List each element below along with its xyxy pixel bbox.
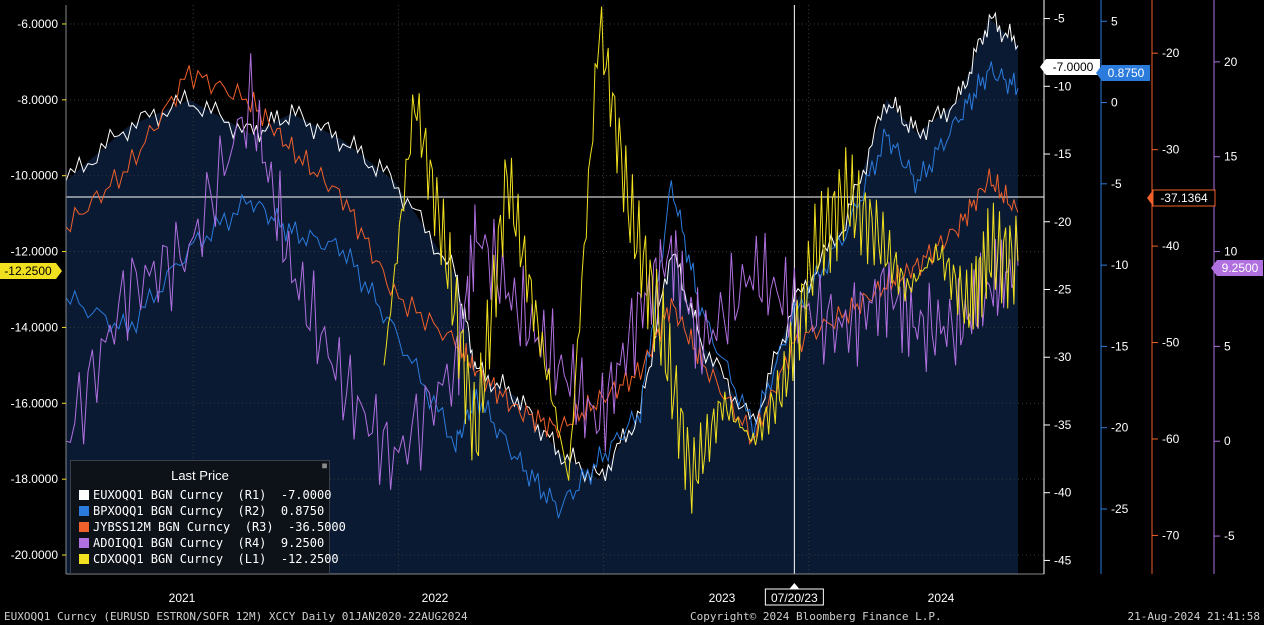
x-year-label: 2021 <box>169 591 196 605</box>
x-year-label: 2024 <box>928 591 955 605</box>
last-value-tag-label: -12.2500 <box>4 264 52 278</box>
last-value-tag-label: 9.2500 <box>1222 261 1259 275</box>
tick-label-r2: 0 <box>1111 96 1118 110</box>
tick-label-r2: -20 <box>1111 421 1129 435</box>
left-tick-label: -10.0000 <box>11 169 59 183</box>
legend-row[interactable]: JYBSS12M BGN Curncy (R3) -36.5000 <box>71 519 346 535</box>
left-tick-label: -14.0000 <box>11 320 59 334</box>
x-year-label: 2023 <box>709 591 736 605</box>
left-tick-label: -12.0000 <box>11 245 59 259</box>
tick-label-r1: -10 <box>1054 79 1072 93</box>
last-value-tag-label: 0.8750 <box>1108 66 1145 80</box>
tick-label-r1: -35 <box>1054 418 1072 432</box>
tick-label-r1: -25 <box>1054 283 1072 297</box>
tick-label-r1: -45 <box>1054 553 1072 567</box>
legend-label: JYBSS12M BGN Curncy (R3) -36.5000 <box>93 520 346 534</box>
legend-close-icon[interactable]: ■ <box>322 461 327 470</box>
footer-timestamp: 21-Aug-2024 21:41:58 <box>1127 610 1260 623</box>
crosshair-arrow-icon <box>789 583 800 589</box>
last-value-tag-arrow-icon <box>56 263 62 279</box>
tick-label-r3: -40 <box>1162 239 1180 253</box>
last-value-tag <box>1046 59 1100 75</box>
legend-label: EUXOQQ1 BGN Curncy (R1) -7.0000 <box>93 488 332 502</box>
legend[interactable]: ■ Last Price EUXOQQ1 BGN Curncy (R1) -7.… <box>70 460 346 574</box>
tick-label-r4: 5 <box>1224 339 1231 353</box>
left-tick-label: -18.0000 <box>11 472 59 486</box>
left-tick-label: -20.0000 <box>11 548 59 562</box>
last-value-tag-arrow-icon <box>1040 59 1046 75</box>
grid-lines <box>66 5 1044 574</box>
tick-label-r1: -30 <box>1054 350 1072 364</box>
tick-label-r1: -5 <box>1054 12 1065 26</box>
tick-label-r3: -70 <box>1162 528 1180 542</box>
legend-title: Last Price <box>171 468 229 483</box>
tick-label-r4: 10 <box>1224 245 1238 259</box>
tick-label-r3: -60 <box>1162 432 1180 446</box>
last-value-tag <box>1217 260 1263 276</box>
legend-label: BPXOQQ1 BGN Curncy (R2) 0.8750 <box>93 504 325 518</box>
tick-label-r2: -5 <box>1111 177 1122 191</box>
footer-copyright: Copyright© 2024 Bloomberg Finance L.P. <box>690 610 942 623</box>
legend-swatch <box>79 506 89 516</box>
tick-label-r4: 15 <box>1224 150 1238 164</box>
legend-swatch <box>79 538 89 548</box>
legend-row[interactable]: CDXOQQ1 BGN Curncy (L1) -12.2500 <box>71 551 339 567</box>
legend-swatch <box>79 522 89 532</box>
last-value-tag-arrow-icon <box>1096 65 1102 81</box>
tick-label-r4: -5 <box>1224 529 1235 543</box>
tick-label-r4: 20 <box>1224 55 1238 69</box>
left-tick-label: -16.0000 <box>11 396 59 410</box>
series-lines <box>65 6 1019 519</box>
tick-label-r1: -15 <box>1054 147 1072 161</box>
legend-label: ADOIQQ1 BGN Curncy (R4) 9.2500 <box>93 536 325 550</box>
last-value-tag-arrow-icon <box>1147 190 1153 206</box>
last-value-tag-arrow-icon <box>1211 260 1217 276</box>
x-year-label: 2022 <box>422 591 449 605</box>
last-value-tag <box>0 263 56 279</box>
legend-row[interactable]: ADOIQQ1 BGN Curncy (R4) 9.2500 <box>71 535 329 551</box>
legend-label: CDXOQQ1 BGN Curncy (L1) -12.2500 <box>93 552 339 566</box>
legend-swatch <box>79 490 89 500</box>
series-line-adoiqq1 <box>65 53 1019 490</box>
footer-description: EUXOQQ1 Curncy (EURUSD ESTRON/SOFR 12M) … <box>4 610 468 623</box>
tick-label-r3: -20 <box>1162 46 1180 60</box>
series-line-euxoqq1 <box>65 11 1019 483</box>
footer-bar: EUXOQQ1 Curncy (EURUSD ESTRON/SOFR 12M) … <box>0 608 1264 625</box>
tick-label-r2: -15 <box>1111 339 1129 353</box>
tick-label-r2: -25 <box>1111 502 1129 516</box>
left-tick-label: -8.0000 <box>17 93 58 107</box>
tick-label-r3: -50 <box>1162 336 1180 350</box>
left-tick-label: -6.0000 <box>17 17 58 31</box>
tick-label-r1: -40 <box>1054 486 1072 500</box>
crosshair-date-label: 07/20/23 <box>771 591 818 605</box>
legend-swatch <box>79 554 89 564</box>
axes: -6.0000 -8.0000 -10.0000 -12.0000 -14.0000 -1… <box>11 0 1238 606</box>
tick-label-r1: -20 <box>1054 215 1072 229</box>
last-value-tag-label: -7.0000 <box>1053 60 1094 74</box>
tick-label-r4: 0 <box>1224 434 1231 448</box>
legend-row[interactable]: EUXOQQ1 BGN Curncy (R1) -7.0000 <box>71 487 332 503</box>
series-line-cdxoqq1 <box>383 6 1019 514</box>
last-value-tags: -7.0000 0.8750 -37.1364 9.2500 -12.2500 <box>0 59 1263 279</box>
tick-label-r2: 5 <box>1111 14 1118 28</box>
last-value-tag-label: -37.1364 <box>1160 191 1208 205</box>
tick-label-r2: -10 <box>1111 258 1129 272</box>
legend-row[interactable]: BPXOQQ1 BGN Curncy (R2) 0.8750 <box>71 503 329 519</box>
tick-label-r3: -30 <box>1162 143 1180 157</box>
last-value-tag <box>1102 65 1150 81</box>
